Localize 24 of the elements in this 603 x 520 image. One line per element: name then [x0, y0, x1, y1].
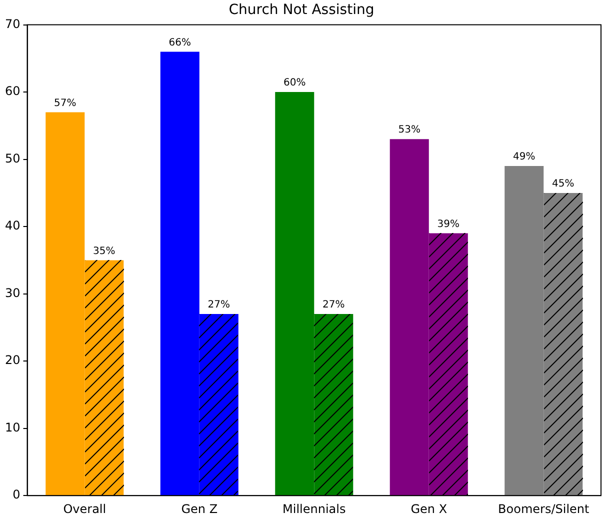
x-tick-label: Gen Z — [181, 502, 218, 516]
y-tick-label: 10 — [4, 420, 20, 434]
data-label: 27% — [208, 300, 230, 311]
y-tick-label: 20 — [4, 353, 20, 368]
data-label: 27% — [322, 300, 345, 311]
data-label: 49% — [513, 152, 536, 163]
y-tick-label: 30 — [4, 286, 20, 300]
x-tick-label: Boomers/Silent — [498, 502, 590, 516]
x-tick-label: Overall — [63, 502, 106, 516]
y-tick-label: 60 — [4, 84, 20, 98]
data-label: 35% — [93, 246, 116, 257]
y-tick-label: 70 — [4, 16, 20, 31]
data-label: 39% — [437, 218, 460, 230]
x-tick-label: Millennials — [282, 502, 346, 516]
data-label: 66% — [168, 37, 191, 48]
data-label: 53% — [398, 124, 420, 136]
chart-title: Church Not Assisting — [228, 2, 374, 18]
y-tick-label: 0 — [12, 488, 20, 502]
y-tick-label: 40 — [4, 218, 20, 233]
y-tick-label: 50 — [4, 151, 20, 166]
data-label: 45% — [552, 178, 574, 190]
data-label: 60% — [284, 78, 306, 89]
data-label: 57% — [54, 98, 76, 109]
x-tick-label: Gen X — [410, 502, 448, 516]
